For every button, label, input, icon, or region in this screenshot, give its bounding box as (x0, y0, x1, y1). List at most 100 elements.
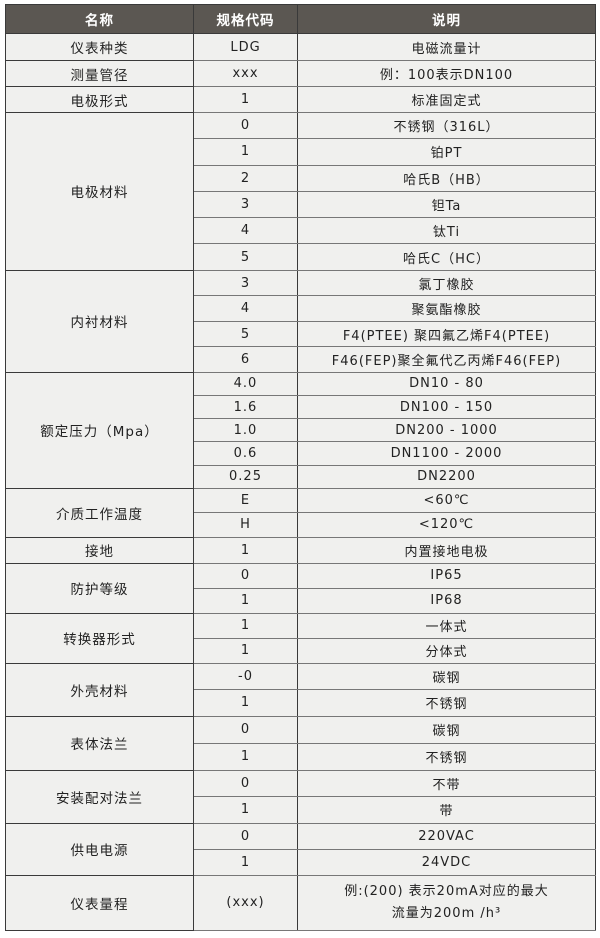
table-row: 仪表种类 LDG 电磁流量计 (5, 33, 596, 61)
row-name: 外壳材料 (5, 662, 194, 717)
table-row: 1 分体式 (6, 637, 596, 664)
table-row: 测量管径 xxx 例：100表示DN100 (5, 60, 596, 87)
row-desc: 哈氏C（HC） (297, 243, 596, 271)
row-code: 6 (193, 346, 298, 373)
row-code: H (193, 512, 298, 538)
row-code: 1 (193, 536, 298, 564)
row-code: 1 (193, 612, 298, 639)
table-row: 1 铂PT (6, 138, 596, 166)
row-code: (xxx) (193, 874, 298, 931)
table-body: 仪表种类 LDG 电磁流量计 测量管径 xxx 例：100表示DN100 电极形式 1 标准固定… (5, 33, 596, 931)
row-desc: DN1100 - 2000 (297, 441, 596, 466)
table-row: 1 IP68 (6, 587, 596, 614)
row-desc: 哈氏B（HB） (297, 164, 596, 192)
row-desc: 铂PT (297, 138, 596, 166)
row-code: 1 (193, 587, 298, 614)
row-code: 3 (193, 269, 298, 297)
row-name: 额定压力（Mpa） (5, 371, 194, 489)
row-desc: 例:(200) 表示20mA对应的最大 流量为200m /h³ (297, 874, 596, 931)
row-code: 2 (193, 164, 298, 192)
row-desc: <120℃ (297, 512, 596, 538)
row-name: 电极材料 (5, 112, 194, 271)
table-row: 安装配对法兰 0 不带 (5, 769, 596, 824)
row-code: -0 (193, 662, 298, 691)
row-name: 仪表量程 (5, 874, 194, 931)
row-name: 仪表种类 (5, 33, 194, 61)
row-desc: 不带 (297, 769, 596, 798)
row-desc: IP65 (297, 562, 596, 589)
row-desc: 不锈钢 (297, 742, 596, 771)
row-desc: 碳钢 (297, 662, 596, 691)
row-desc: 带 (297, 796, 596, 824)
row-code: 1 (193, 742, 298, 771)
row-desc: 24VDC (297, 848, 596, 876)
table-row: 防护等级 0 IP65 (5, 562, 596, 614)
row-desc: DN200 - 1000 (297, 418, 596, 443)
row-desc: 不锈钢 (297, 689, 596, 717)
row-desc-line: 例:(200) 表示20mA对应的最大 (344, 883, 549, 899)
row-code: 0 (193, 715, 298, 744)
row-name: 介质工作温度 (5, 487, 194, 538)
row-code: 1 (193, 138, 298, 166)
row-desc: 内置接地电极 (297, 536, 596, 564)
row-name: 防护等级 (5, 562, 194, 614)
table-row: 内衬材料 3 氯丁橡胶 (5, 269, 596, 373)
row-desc: 一体式 (297, 612, 596, 639)
row-code: 4.0 (193, 371, 298, 396)
table-row: 外壳材料 -0 碳钢 (5, 662, 596, 717)
row-name: 安装配对法兰 (5, 769, 194, 824)
row-desc-line: 流量为200m /h³ (391, 905, 502, 921)
table-row: 1.0 DN200 - 1000 (6, 418, 596, 443)
table-row: H <120℃ (6, 512, 596, 538)
table-row: 介质工作温度 E <60℃ (5, 487, 596, 538)
row-code: 0 (193, 769, 298, 798)
row-code: 1 (193, 637, 298, 664)
row-code: 1.6 (193, 394, 298, 420)
row-code: 1 (193, 796, 298, 824)
row-code: 0 (193, 822, 298, 850)
row-code: 0 (193, 562, 298, 589)
header-desc: 说明 (297, 4, 596, 34)
row-code: 0 (193, 111, 298, 140)
row-code: 1.0 (193, 418, 298, 443)
row-code: 5 (193, 320, 298, 348)
table-row: 额定压力（Mpa） 4.0 DN10 - 80 (5, 371, 596, 489)
table-row: 1 不锈钢 (6, 742, 596, 771)
row-desc: <60℃ (297, 487, 596, 514)
row-name: 供电电源 (5, 822, 194, 876)
spec-table-container: 名称 规格代码 说明 仪表种类 LDG 电磁流量计 测量管径 xxx 例：100表示DN1… (5, 4, 596, 931)
row-desc: 分体式 (297, 637, 596, 664)
row-code: 1 (193, 689, 298, 717)
row-desc: 不锈钢（316L） (297, 111, 596, 140)
row-code: 1 (193, 86, 298, 113)
row-desc: 220VAC (297, 822, 596, 850)
table-row: 仪表量程 (xxx) 例:(200) 表示20mA对应的最大 流量为200m /h³ (5, 874, 596, 931)
table-row: 电极形式 1 标准固定式 (5, 86, 596, 113)
row-desc: 标准固定式 (297, 86, 596, 113)
table-row: 转换器形式 1 一体式 (5, 612, 596, 664)
table-row: 电极材料 0 不锈钢（316L） (5, 111, 596, 271)
table-row: 1 24VDC (6, 848, 596, 876)
row-desc: F4(PTEE) 聚四氟乙烯F4(PTEE) (297, 320, 596, 348)
table-row: 6 F46(FEP)聚全氟代乙丙烯F46(FEP) (6, 346, 596, 373)
header-code: 规格代码 (193, 4, 298, 34)
header-name: 名称 (5, 4, 194, 34)
table-row: 0.25 DN2200 (6, 464, 596, 489)
row-code: LDG (193, 33, 298, 61)
row-name: 内衬材料 (5, 269, 194, 373)
row-desc: DN100 - 150 (297, 394, 596, 420)
row-code: 5 (193, 243, 298, 271)
row-desc: 例：100表示DN100 (297, 60, 596, 87)
row-code: xxx (193, 60, 298, 87)
row-code: 3 (193, 190, 298, 219)
row-name: 表体法兰 (5, 715, 194, 771)
row-desc: DN10 - 80 (297, 371, 596, 396)
row-code: 4 (193, 217, 298, 245)
row-code: 0.6 (193, 441, 298, 466)
spec-table: 名称 规格代码 说明 仪表种类 LDG 电磁流量计 测量管径 xxx 例：100表示DN1… (5, 4, 596, 931)
row-code: 4 (193, 295, 298, 322)
table-row: 5 F4(PTEE) 聚四氟乙烯F4(PTEE) (6, 320, 596, 348)
row-code: E (193, 487, 298, 514)
table-row: 表体法兰 0 碳钢 (5, 715, 596, 771)
